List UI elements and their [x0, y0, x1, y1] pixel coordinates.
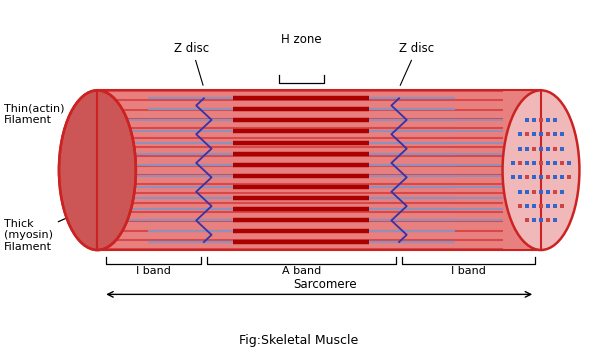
Point [515, 146, 525, 151]
Point [557, 189, 567, 195]
Point [550, 117, 559, 123]
Text: Fig:Skeletal Muscle: Fig:Skeletal Muscle [239, 334, 358, 347]
Point [543, 174, 553, 180]
Point [557, 203, 567, 209]
Point [550, 146, 559, 151]
Point [543, 218, 553, 223]
Text: Thick
(myosin)
Filament: Thick (myosin) Filament [4, 204, 97, 252]
Point [530, 218, 539, 223]
Text: H zone: H zone [281, 33, 322, 46]
Point [530, 160, 539, 166]
Point [543, 189, 553, 195]
Point [550, 160, 559, 166]
Point [550, 218, 559, 223]
Text: I band: I band [136, 266, 171, 276]
Point [557, 160, 567, 166]
Point [522, 146, 532, 151]
Point [515, 203, 525, 209]
Point [530, 203, 539, 209]
Ellipse shape [59, 90, 136, 250]
Point [536, 174, 546, 180]
Point [536, 146, 546, 151]
Point [550, 203, 559, 209]
Point [530, 189, 539, 195]
Point [536, 131, 546, 137]
Point [515, 131, 525, 137]
Text: I band: I band [451, 266, 486, 276]
Point [530, 146, 539, 151]
Text: Sarcomere: Sarcomere [293, 278, 357, 291]
Bar [503, 90, 541, 250]
Point [564, 160, 574, 166]
Point [564, 174, 574, 180]
Point [522, 117, 532, 123]
Bar [97, 90, 541, 250]
Point [550, 189, 559, 195]
Point [530, 117, 539, 123]
Point [509, 174, 518, 180]
Text: Z disc: Z disc [399, 42, 435, 86]
Point [536, 203, 546, 209]
Point [543, 131, 553, 137]
Point [530, 174, 539, 180]
Point [550, 174, 559, 180]
Text: Z disc: Z disc [174, 42, 210, 85]
Point [530, 131, 539, 137]
Point [536, 218, 546, 223]
Point [550, 131, 559, 137]
Point [543, 203, 553, 209]
Point [543, 160, 553, 166]
Text: A band: A band [282, 266, 321, 276]
Bar [97, 90, 541, 250]
Point [522, 131, 532, 137]
Point [557, 174, 567, 180]
Point [509, 160, 518, 166]
Text: Thin(actin)
Filament: Thin(actin) Filament [4, 103, 91, 136]
Point [515, 189, 525, 195]
Point [536, 117, 546, 123]
Point [515, 174, 525, 180]
Point [522, 189, 532, 195]
Point [522, 174, 532, 180]
Point [557, 131, 567, 137]
Point [522, 218, 532, 223]
Ellipse shape [503, 90, 580, 250]
Point [543, 117, 553, 123]
Point [536, 160, 546, 166]
Point [536, 189, 546, 195]
Point [557, 146, 567, 151]
Point [515, 160, 525, 166]
Point [522, 160, 532, 166]
Point [543, 146, 553, 151]
Point [522, 203, 532, 209]
